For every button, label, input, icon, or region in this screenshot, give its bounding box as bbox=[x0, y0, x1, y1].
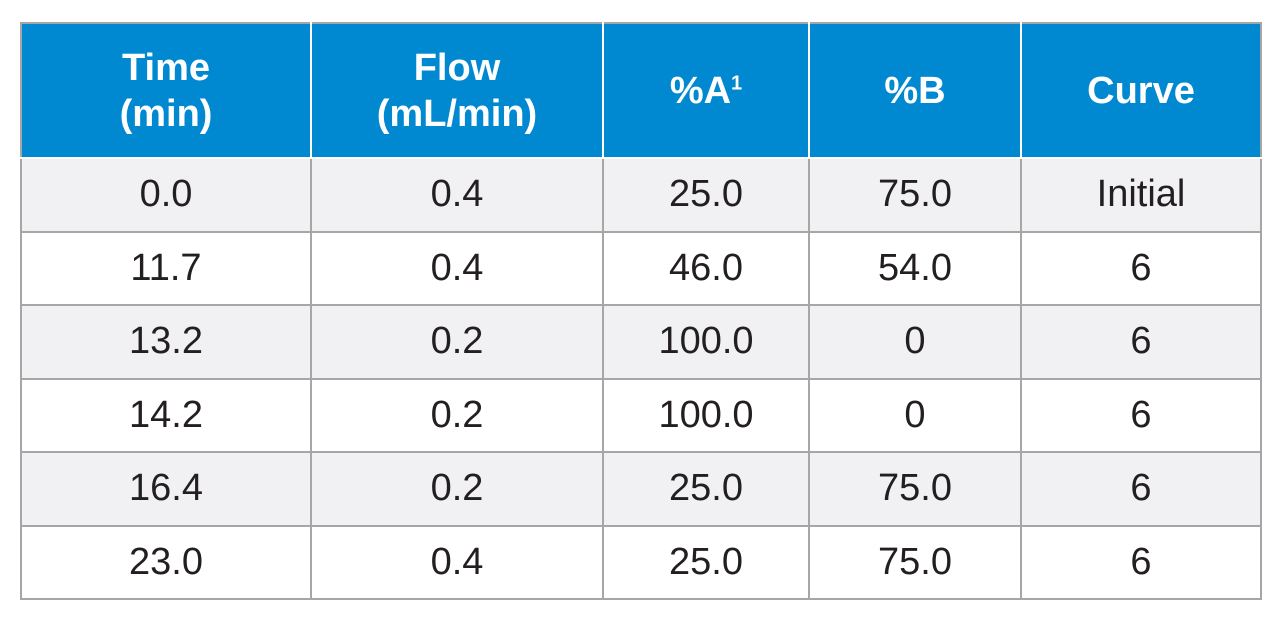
cell-percent-b: 75.0 bbox=[808, 451, 1022, 527]
cell-flow: 0.2 bbox=[310, 451, 604, 527]
header-flow: Flow (mL/min) bbox=[310, 22, 604, 159]
cell-percent-a: 25.0 bbox=[602, 451, 810, 527]
cell-curve: 6 bbox=[1020, 451, 1262, 527]
table-row: 14.2 0.2 100.0 0 6 bbox=[20, 377, 1262, 453]
cell-curve: 6 bbox=[1020, 377, 1262, 453]
cell-flow: 0.2 bbox=[310, 304, 604, 380]
cell-percent-b: 0 bbox=[808, 377, 1022, 453]
cell-time: 11.7 bbox=[20, 230, 312, 306]
header-flow-unit: (mL/min) bbox=[376, 92, 538, 135]
header-percent-a-footnote: 1 bbox=[731, 71, 743, 94]
table-row: 16.4 0.2 25.0 75.0 6 bbox=[20, 451, 1262, 527]
cell-flow: 0.4 bbox=[310, 524, 604, 600]
cell-curve: 6 bbox=[1020, 230, 1262, 306]
cell-time: 14.2 bbox=[20, 377, 312, 453]
cell-time: 0.0 bbox=[20, 157, 312, 233]
header-time-label: Time bbox=[121, 46, 210, 89]
header-percent-a: %A1 bbox=[602, 22, 810, 159]
table-row: 13.2 0.2 100.0 0 6 bbox=[20, 304, 1262, 380]
cell-percent-b: 54.0 bbox=[808, 230, 1022, 306]
cell-percent-a: 25.0 bbox=[602, 157, 810, 233]
cell-percent-a: 100.0 bbox=[602, 304, 810, 380]
cell-time: 13.2 bbox=[20, 304, 312, 380]
gradient-table-container: Time (min) Flow (mL/min) %A1 %B Curve bbox=[20, 22, 1262, 600]
header-curve: Curve bbox=[1020, 22, 1262, 159]
header-percent-a-label: %A bbox=[669, 69, 732, 112]
header-curve-label: Curve bbox=[1087, 69, 1195, 112]
cell-curve: Initial bbox=[1020, 157, 1262, 233]
header-percent-b: %B bbox=[808, 22, 1022, 159]
cell-curve: 6 bbox=[1020, 524, 1262, 600]
cell-percent-a: 25.0 bbox=[602, 524, 810, 600]
cell-time: 16.4 bbox=[20, 451, 312, 527]
table-row: 0.0 0.4 25.0 75.0 Initial bbox=[20, 157, 1262, 233]
header-percent-b-label: %B bbox=[884, 69, 946, 112]
gradient-table: Time (min) Flow (mL/min) %A1 %B Curve bbox=[20, 22, 1262, 600]
cell-percent-b: 0 bbox=[808, 304, 1022, 380]
cell-percent-a: 100.0 bbox=[602, 377, 810, 453]
cell-time: 23.0 bbox=[20, 524, 312, 600]
cell-percent-b: 75.0 bbox=[808, 157, 1022, 233]
cell-percent-b: 75.0 bbox=[808, 524, 1022, 600]
header-time-unit: (min) bbox=[119, 92, 213, 135]
cell-flow: 0.4 bbox=[310, 230, 604, 306]
cell-flow: 0.2 bbox=[310, 377, 604, 453]
header-flow-label: Flow bbox=[413, 46, 501, 89]
cell-flow: 0.4 bbox=[310, 157, 604, 233]
table-row: 11.7 0.4 46.0 54.0 6 bbox=[20, 230, 1262, 306]
header-time: Time (min) bbox=[20, 22, 312, 159]
cell-curve: 6 bbox=[1020, 304, 1262, 380]
table-row: 23.0 0.4 25.0 75.0 6 bbox=[20, 524, 1262, 600]
cell-percent-a: 46.0 bbox=[602, 230, 810, 306]
header-row: Time (min) Flow (mL/min) %A1 %B Curve bbox=[20, 22, 1262, 159]
